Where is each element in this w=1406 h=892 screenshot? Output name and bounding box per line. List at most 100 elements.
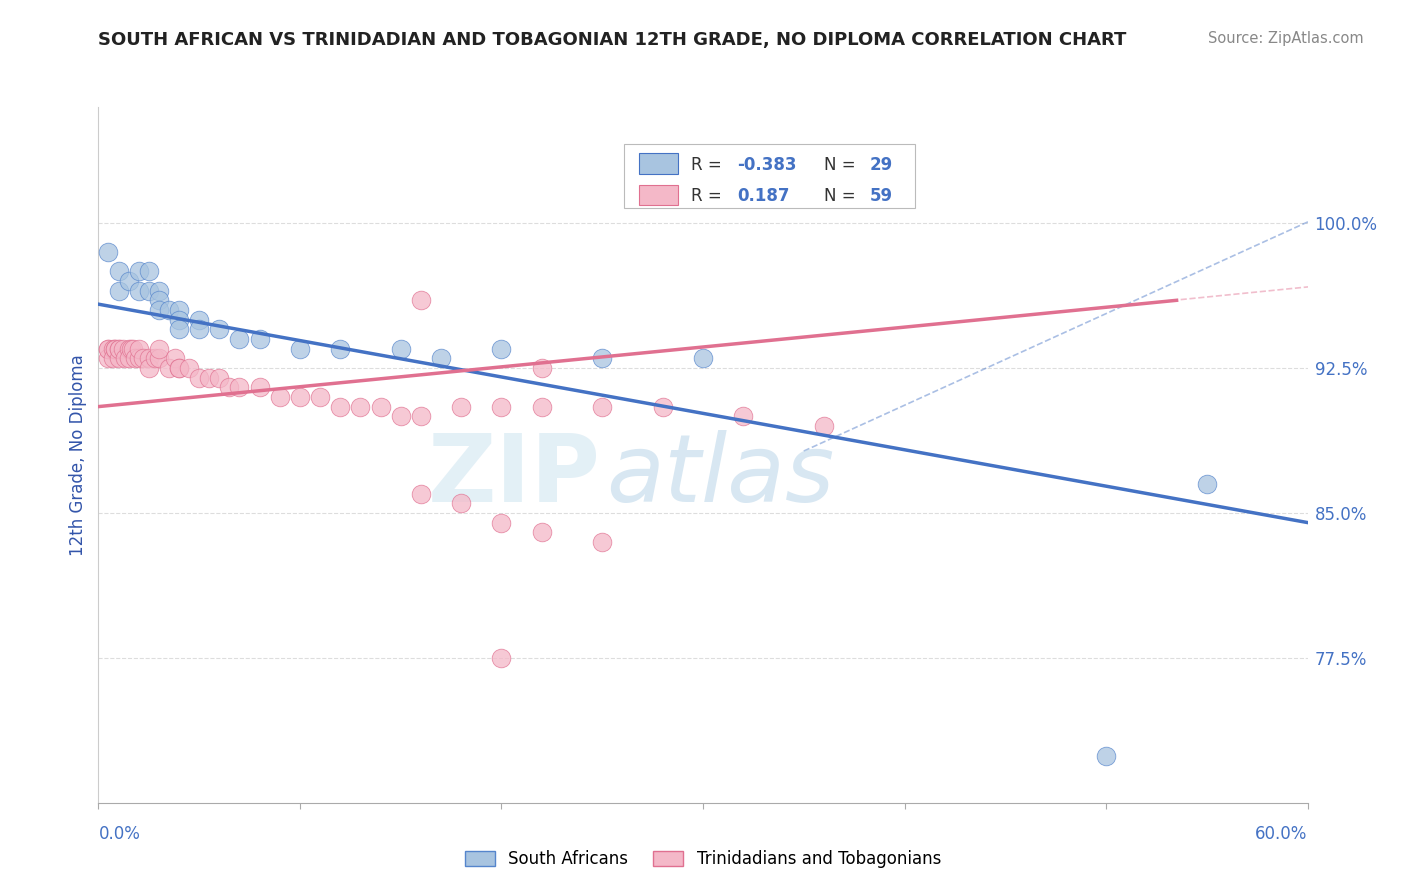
Point [288,390,311,404]
Text: 59: 59 [870,187,893,205]
Point [138,284,160,298]
Point [167,360,190,375]
Point [491,516,513,530]
Point [530,360,553,375]
Point [591,400,613,414]
Point [128,284,150,298]
Point [167,312,190,326]
Point [167,360,190,375]
Point [167,322,190,336]
Point [692,351,714,366]
Point [188,312,211,326]
FancyBboxPatch shape [638,185,678,205]
Point [132,351,155,366]
Point [143,351,166,366]
Text: atlas: atlas [606,430,835,521]
Point [148,351,170,366]
Point [138,351,160,366]
Point [208,370,231,384]
Y-axis label: 12th Grade, No Diploma: 12th Grade, No Diploma [69,354,87,556]
Point [409,486,432,500]
Point [651,400,673,414]
Point [128,342,150,356]
Point [121,342,143,356]
Point [101,342,124,356]
Point [389,342,412,356]
Point [148,284,170,298]
Point [148,342,170,356]
Text: SOUTH AFRICAN VS TRINIDADIAN AND TOBAGONIAN 12TH GRADE, NO DIPLOMA CORRELATION C: SOUTH AFRICAN VS TRINIDADIAN AND TOBAGON… [98,31,1126,49]
Point [1195,476,1218,491]
Point [370,400,392,414]
Point [124,351,146,366]
Text: R =: R = [690,187,727,205]
Point [107,342,129,356]
Point [450,400,472,414]
Point [228,380,250,394]
Point [813,418,835,433]
Point [1095,749,1118,764]
Point [188,370,211,384]
Point [97,342,120,356]
Point [591,351,613,366]
Point [288,342,311,356]
Point [128,264,150,278]
Point [228,332,250,346]
Text: Source: ZipAtlas.com: Source: ZipAtlas.com [1208,31,1364,46]
Point [163,351,186,366]
Point [118,351,141,366]
Point [309,390,332,404]
Point [249,380,271,394]
Point [118,342,141,356]
Point [733,409,755,424]
Text: 60.0%: 60.0% [1256,825,1308,843]
Point [157,303,180,318]
Text: 29: 29 [870,156,893,174]
Legend: South Africans, Trinidadians and Tobagonians: South Africans, Trinidadians and Tobagon… [458,844,948,875]
Point [530,525,553,540]
Point [389,409,412,424]
Point [179,360,201,375]
Point [97,244,120,259]
Point [491,650,513,665]
Point [167,303,190,318]
Point [491,400,513,414]
Point [103,342,125,356]
Text: 0.0%: 0.0% [98,825,141,843]
Point [107,351,129,366]
Point [349,400,371,414]
Point [198,370,221,384]
Text: N =: N = [824,187,860,205]
Point [430,351,453,366]
Point [138,264,160,278]
Point [138,360,160,375]
Point [188,322,211,336]
Point [107,284,129,298]
Point [591,535,613,549]
Point [101,351,124,366]
Text: -0.383: -0.383 [737,156,796,174]
Point [329,342,352,356]
Point [118,274,141,288]
FancyBboxPatch shape [638,153,678,174]
Point [120,342,142,356]
Point [107,264,129,278]
Point [148,303,170,318]
Point [249,332,271,346]
Point [103,342,125,356]
Point [409,293,432,308]
Point [97,351,120,366]
Point [269,390,291,404]
Point [218,380,240,394]
Point [107,342,129,356]
Point [491,342,513,356]
Point [530,400,553,414]
Text: 0.187: 0.187 [737,187,789,205]
Point [208,322,231,336]
Point [128,351,150,366]
FancyBboxPatch shape [624,144,915,208]
Point [148,293,170,308]
Text: R =: R = [690,156,727,174]
Point [97,342,120,356]
Text: ZIP: ZIP [427,430,600,522]
